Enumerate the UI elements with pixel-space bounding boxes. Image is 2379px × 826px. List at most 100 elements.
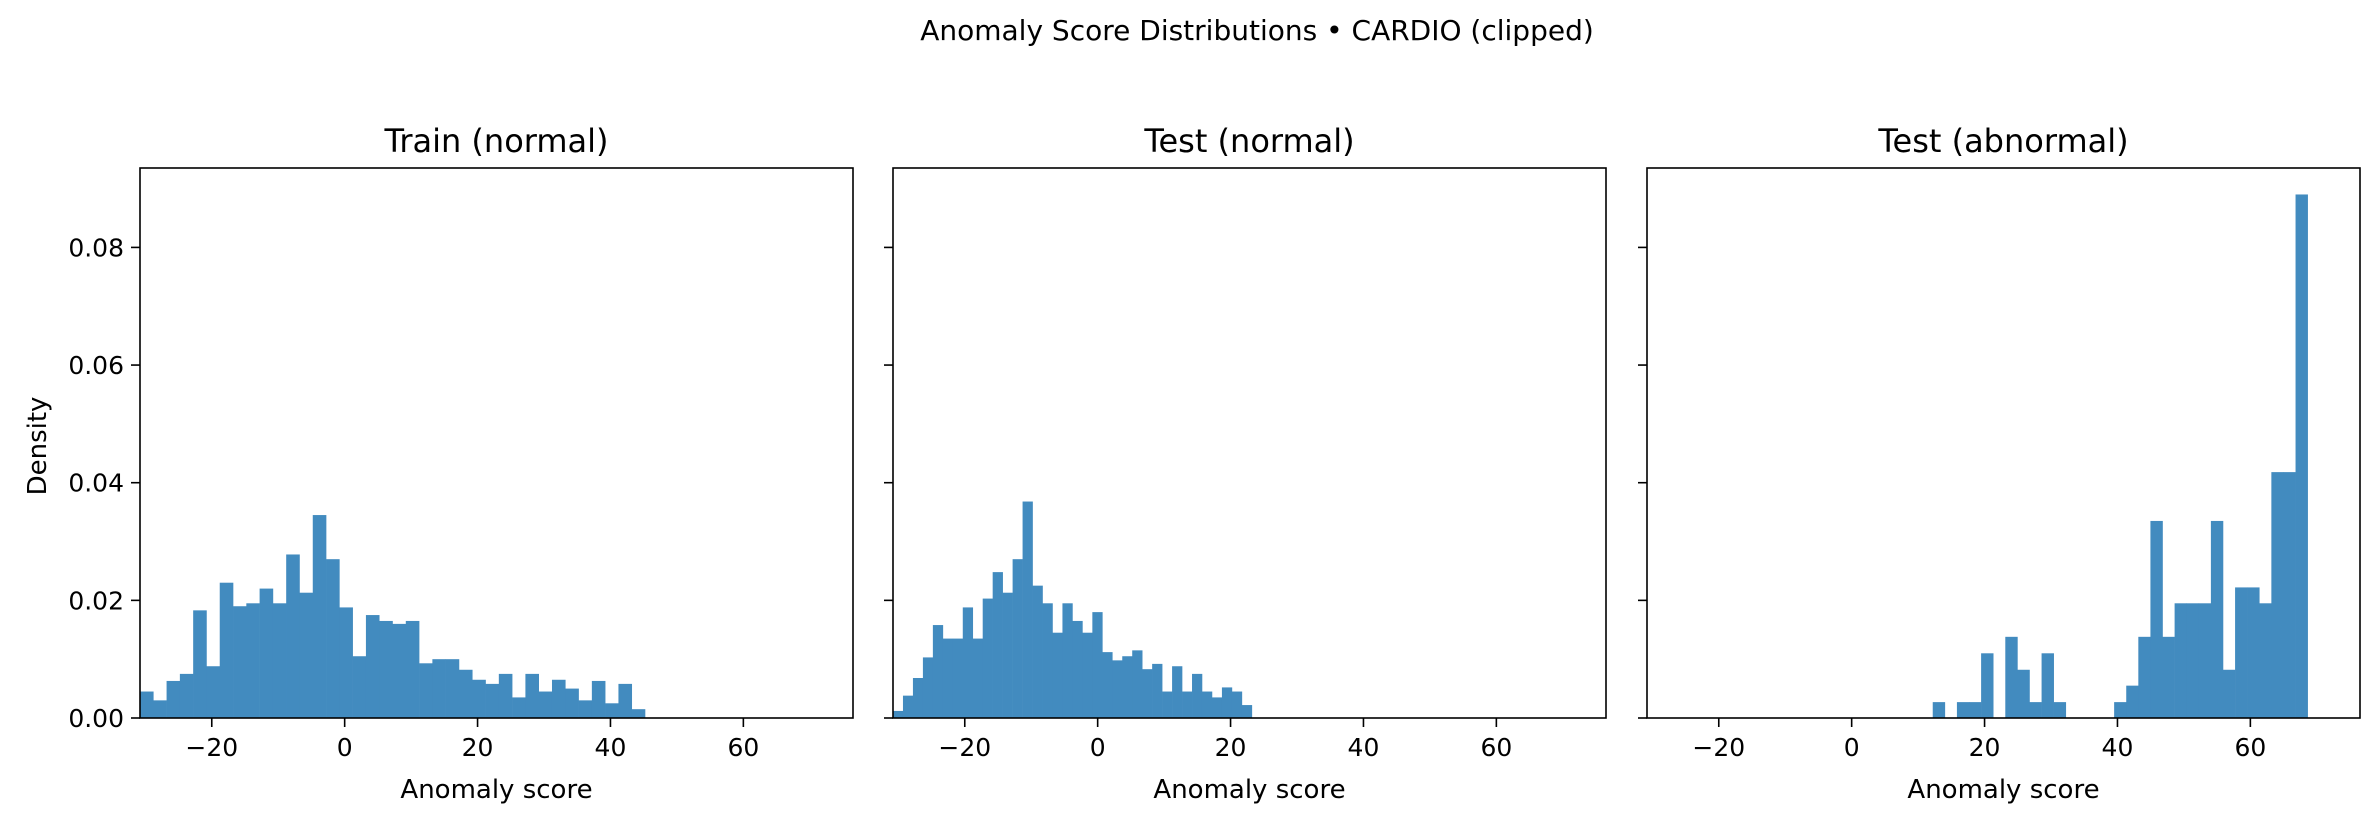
histogram-bar: [2210, 520, 2224, 718]
histogram-bar: [912, 678, 924, 718]
x-tick-label: 20: [1215, 733, 1247, 762]
histogram-bar: [982, 598, 993, 718]
x-tick-label: 0: [1090, 733, 1106, 762]
subplot-title: Train (normal): [383, 122, 608, 160]
histogram-bar: [902, 695, 914, 718]
histogram-bar: [1032, 585, 1043, 718]
subplot-title: Test (normal): [1143, 122, 1354, 160]
histogram-bar: [631, 709, 646, 718]
histogram-bar: [498, 673, 513, 718]
x-axis-label: Anomaly score: [1907, 775, 2099, 805]
histogram-bar: [272, 603, 287, 718]
histogram-bar: [2114, 702, 2127, 718]
x-tick-label: 40: [595, 733, 627, 762]
histogram-bar: [1956, 702, 1970, 718]
histogram-bar: [445, 659, 460, 718]
histogram-bar: [2198, 603, 2212, 718]
histogram-bar: [419, 663, 433, 718]
histogram-bar: [2247, 587, 2260, 718]
subplot-title: Test (abnormal): [1877, 122, 2128, 160]
histogram-bar: [1052, 632, 1063, 718]
histogram-bar: [1102, 652, 1113, 718]
histogram-bar: [1112, 660, 1123, 718]
histogram-bar: [2138, 636, 2151, 718]
histogram-bar: [2017, 669, 2030, 718]
histogram-bar: [1192, 673, 1203, 718]
histogram-bar: [1002, 592, 1013, 718]
histogram-bar: [458, 669, 473, 718]
histogram-bar: [1142, 669, 1153, 718]
histogram-bar: [1231, 691, 1243, 718]
histogram-bar: [405, 620, 420, 718]
histogram-bar: [233, 606, 247, 718]
histogram-bar: [352, 656, 367, 718]
histogram-bar: [432, 659, 446, 718]
histogram-bar: [992, 572, 1003, 718]
histogram-bar: [326, 559, 340, 718]
histogram-bar: [1162, 691, 1173, 718]
histogram-bar: [591, 680, 606, 718]
histogram-bar: [922, 657, 934, 718]
histogram-bar: [1022, 501, 1033, 718]
histogram-bar: [942, 638, 954, 718]
histogram-bar: [1182, 691, 1193, 718]
histogram-bar: [2186, 603, 2200, 718]
x-tick-label: 60: [2234, 733, 2266, 762]
figure-title: Anomaly Score Distributions • CARDIO (cl…: [920, 14, 1594, 47]
x-tick-label: 40: [2102, 733, 2134, 762]
histogram-bar: [972, 638, 984, 718]
histogram-bar: [179, 673, 194, 718]
y-tick-label: 0.06: [68, 351, 124, 380]
histogram-bar: [219, 582, 234, 718]
histogram-bar: [1152, 663, 1163, 718]
histogram-bar: [365, 615, 380, 718]
histogram-bar: [1221, 687, 1233, 718]
histogram-bar: [1969, 702, 1982, 718]
histogram-bar: [1981, 653, 1994, 718]
histogram-bar: [2005, 636, 2018, 718]
histogram-bar: [153, 700, 167, 718]
histogram-bar: [140, 691, 154, 718]
histogram-bar: [1122, 656, 1133, 718]
y-tick-label: 0.04: [68, 469, 124, 498]
subplot-1: −20 0 20 40 60 0.00 0.02 0.04 0.06 0.08 Train (nor…: [68, 122, 854, 805]
histogram-bar: [1932, 702, 1946, 718]
x-tick-label: 0: [337, 733, 353, 762]
histogram-bar: [525, 673, 539, 718]
histogram-bar: [605, 703, 619, 718]
histogram-bar: [2029, 702, 2042, 718]
histogram-bar: [565, 688, 579, 718]
histogram-bar: [2283, 472, 2296, 718]
histogram-bar: [512, 697, 526, 718]
histogram-bar: [1132, 650, 1143, 718]
histogram-bar: [485, 683, 500, 718]
histogram-bar: [2041, 653, 2054, 718]
y-tick-label: 0.00: [68, 704, 124, 733]
histogram-bar: [952, 638, 964, 718]
x-tick-label: 20: [1969, 733, 2001, 762]
histogram-bar: [312, 515, 327, 718]
histogram-bar: [299, 592, 314, 718]
histogram-bar: [618, 683, 633, 718]
histogram-bar: [392, 623, 407, 718]
histogram-bar: [2174, 603, 2188, 718]
histogram-bar: [2259, 603, 2272, 718]
histogram-bar: [2150, 520, 2163, 718]
subplot-panels: −20 0 20 40 60 0.00 0.02 0.04 0.06 0.08 Train (nor…: [68, 122, 2361, 805]
histogram-bar: [2053, 702, 2067, 718]
histogram-bar: [1172, 666, 1183, 718]
histogram-bar: [578, 700, 593, 718]
histogram-bar: [551, 679, 566, 718]
histogram-bar: [932, 625, 944, 718]
histogram-bar: [379, 620, 393, 718]
histogram-bar: [538, 691, 553, 718]
x-tick-label: −20: [938, 733, 991, 762]
y-tick-label: 0.08: [68, 233, 124, 262]
histogram-bar: [246, 603, 260, 718]
histogram-bar: [1211, 697, 1223, 718]
histogram-bar: [1042, 603, 1053, 718]
x-tick-label: 60: [1480, 733, 1512, 762]
histogram-bar: [2271, 472, 2284, 718]
histogram-bar: [1012, 559, 1023, 718]
